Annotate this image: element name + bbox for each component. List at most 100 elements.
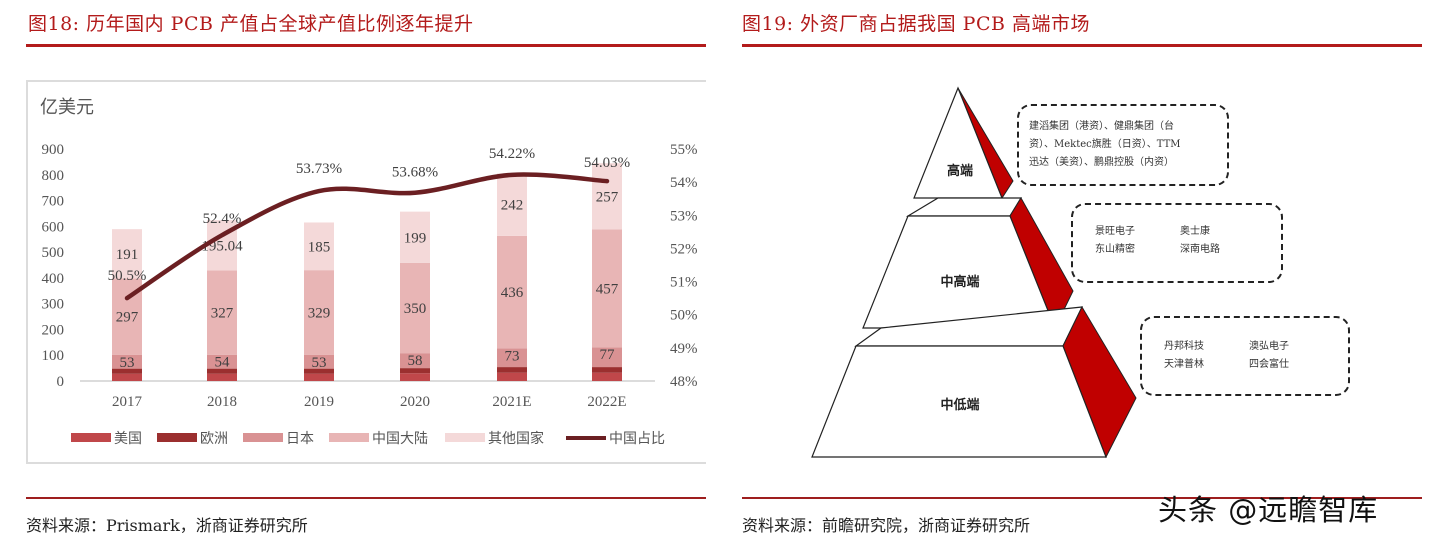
y2-tick-label: 54% bbox=[670, 175, 698, 191]
y-tick-label: 900 bbox=[42, 142, 65, 158]
tier-label-high: 高端 bbox=[947, 163, 973, 179]
figure18-title: 图18: 历年国内 PCB 产值占全球产值比例逐年提升 bbox=[28, 13, 474, 35]
source-rule-left bbox=[26, 497, 706, 499]
bar-segment bbox=[400, 262, 430, 354]
chart-frame bbox=[26, 80, 706, 464]
bar-segment bbox=[497, 235, 527, 349]
bar-value-label: 350 bbox=[404, 301, 427, 317]
y2-tick-label: 51% bbox=[670, 275, 698, 291]
legend-swatch bbox=[329, 433, 369, 442]
china-share-labels: 50.5% 52.4% 53.73% 53.68% 54.22% 54.03% bbox=[108, 146, 631, 284]
bar-value-label: 53 bbox=[120, 355, 135, 371]
company-line: 资）、Mektec旗胜（日资）、TTM bbox=[1029, 139, 1181, 150]
pyramid-bottom-face bbox=[811, 345, 1107, 458]
bar-value-label: 327 bbox=[211, 306, 234, 322]
legend-label: 中国占比 bbox=[609, 431, 665, 447]
y-tick-label: 400 bbox=[42, 271, 65, 287]
company-name: 景旺电子 bbox=[1095, 226, 1135, 237]
legend-swatch bbox=[566, 436, 606, 440]
line-value-label: 53.73% bbox=[296, 161, 342, 177]
company-name: 天津普林 bbox=[1164, 359, 1204, 370]
tier-label-mid-high: 中高端 bbox=[940, 274, 979, 290]
company-name: 丹邦科技 bbox=[1164, 341, 1204, 352]
y2-tick-label: 49% bbox=[670, 341, 698, 357]
figure19-title: 图19: 外资厂商占据我国 PCB 高端市场 bbox=[742, 13, 1090, 35]
bar-value-label: 436 bbox=[501, 285, 524, 301]
bar-segment bbox=[304, 270, 334, 355]
bar-segment bbox=[304, 368, 334, 374]
figure19-source: 资料来源：前瞻研究院，浙商证券研究所 bbox=[742, 516, 1031, 535]
company-name: 深南电路 bbox=[1180, 244, 1220, 255]
bar-segment bbox=[207, 270, 237, 355]
bar-segment bbox=[112, 373, 142, 381]
line-value-label: 50.5% bbox=[108, 268, 147, 284]
bar-segment bbox=[497, 367, 527, 373]
bar-segment bbox=[592, 372, 622, 381]
figure18-source: 资料来源：Prismark，浙商证券研究所 bbox=[26, 516, 308, 535]
title-rule-right bbox=[742, 44, 1422, 47]
x-axis: 2017 2018 2019 2020 2021E 2022E bbox=[112, 394, 627, 410]
source-rule-right bbox=[742, 497, 1422, 499]
bar-segment bbox=[592, 229, 622, 348]
y-tick-label: 700 bbox=[42, 194, 65, 210]
x-tick-label: 2020 bbox=[400, 394, 430, 410]
y-axis-left: 0 100 200 300 400 500 600 700 800 900 bbox=[42, 142, 65, 390]
bar-segment bbox=[304, 373, 334, 381]
bar-value-label: 457 bbox=[596, 281, 619, 297]
bar-value-label: 199 bbox=[404, 230, 427, 246]
line-value-label: 54.22% bbox=[489, 146, 535, 162]
bar-segment bbox=[497, 348, 527, 368]
bar-segment bbox=[400, 211, 430, 263]
y-tick-label: 0 bbox=[57, 374, 65, 390]
bar-segment bbox=[497, 372, 527, 381]
y2-tick-label: 48% bbox=[670, 374, 698, 390]
x-tick-label: 2019 bbox=[304, 394, 334, 410]
x-tick-label: 2017 bbox=[112, 394, 143, 410]
legend: 美国 欧洲 日本 中国大陆 其他国家 中国占比 bbox=[71, 430, 665, 447]
bar-value-label: 77 bbox=[600, 347, 616, 363]
bar-value-label: 54 bbox=[215, 355, 231, 371]
legend-label: 其他国家 bbox=[488, 430, 544, 447]
bar-segment bbox=[400, 353, 430, 369]
bar-value-label: 73 bbox=[505, 348, 520, 364]
pyramid-mid-top bbox=[905, 197, 1023, 217]
bar-value-label: 53 bbox=[312, 355, 327, 371]
bar-value-label: 257 bbox=[596, 189, 619, 205]
y2-tick-label: 55% bbox=[670, 142, 698, 158]
company-name: 奥士康 bbox=[1180, 226, 1210, 237]
x-tick-label: 2018 bbox=[207, 394, 237, 410]
bar-segment bbox=[112, 368, 142, 374]
bar-segment bbox=[207, 373, 237, 381]
mid-high-tier-companies-box: 景旺电子 奥士康 东山精密 深南电路 bbox=[1071, 203, 1283, 283]
bar-segment bbox=[400, 373, 430, 381]
legend-label: 中国大陆 bbox=[372, 431, 428, 447]
y-tick-label: 600 bbox=[42, 219, 65, 235]
y-axis-right: 48% 49% 50% 51% 52% 53% 54% 55% bbox=[670, 142, 698, 390]
line-value-label: 52.4% bbox=[203, 211, 242, 227]
watermark: 头条 @远瞻智库 bbox=[1158, 493, 1379, 527]
company-name: 澳弘电子 bbox=[1249, 341, 1289, 352]
legend-swatch bbox=[71, 433, 111, 442]
y2-tick-label: 52% bbox=[670, 241, 698, 257]
legend-swatch bbox=[243, 433, 283, 442]
bar-segment bbox=[592, 367, 622, 373]
bar-value-label: 242 bbox=[501, 198, 524, 214]
y-tick-label: 200 bbox=[42, 322, 65, 338]
y-tick-label: 300 bbox=[42, 297, 65, 313]
y-tick-label: 100 bbox=[42, 348, 65, 364]
pcb-output-chart: 亿美元 0 100 200 300 400 500 600 700 800 900 48% 49% 5… bbox=[40, 97, 698, 447]
bar-segment bbox=[112, 229, 142, 279]
x-tick-label: 2022E bbox=[587, 394, 626, 410]
y2-tick-label: 53% bbox=[670, 208, 698, 224]
legend-label: 日本 bbox=[286, 431, 314, 447]
pcb-market-pyramid: 高端 中高端 中低端 bbox=[811, 86, 1137, 459]
bar-value-label: 191 bbox=[116, 247, 139, 263]
bar-segment bbox=[400, 368, 430, 374]
company-line: 建滔集团（港资）、健鼎集团（台 bbox=[1029, 121, 1174, 132]
x-tick-label: 2021E bbox=[492, 394, 531, 410]
stacked-bars: 5329719154327195.04533291855835019973436… bbox=[112, 163, 622, 381]
y-axis-unit-label: 亿美元 bbox=[40, 97, 94, 117]
bar-segment bbox=[207, 354, 237, 369]
bar-segment bbox=[592, 163, 622, 230]
legend-swatch bbox=[157, 433, 197, 442]
